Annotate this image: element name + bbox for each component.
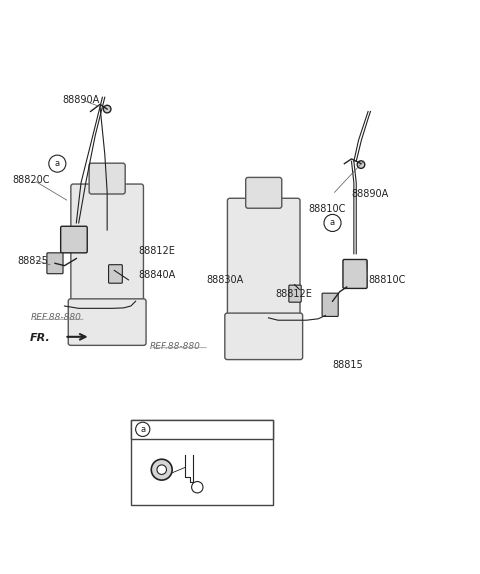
- Text: 88812E: 88812E: [276, 289, 312, 299]
- FancyBboxPatch shape: [47, 253, 63, 274]
- Circle shape: [192, 482, 203, 493]
- FancyBboxPatch shape: [60, 226, 87, 253]
- FancyBboxPatch shape: [89, 163, 125, 194]
- FancyBboxPatch shape: [322, 293, 338, 316]
- FancyBboxPatch shape: [289, 285, 301, 302]
- Text: 88810C: 88810C: [368, 275, 406, 285]
- FancyBboxPatch shape: [71, 184, 144, 304]
- Circle shape: [357, 161, 365, 168]
- Text: FR.: FR.: [29, 333, 50, 343]
- Text: a: a: [330, 219, 335, 227]
- Text: 88820C: 88820C: [12, 175, 50, 185]
- Text: 88815: 88815: [333, 360, 363, 370]
- Text: 88830A: 88830A: [207, 275, 244, 285]
- Circle shape: [103, 105, 111, 113]
- Text: a: a: [55, 159, 60, 168]
- FancyBboxPatch shape: [246, 177, 282, 208]
- Text: 88825: 88825: [17, 256, 48, 266]
- Text: REF.88-880: REF.88-880: [31, 313, 82, 323]
- Circle shape: [49, 155, 66, 172]
- Text: 88890A: 88890A: [62, 95, 99, 104]
- Circle shape: [136, 422, 150, 436]
- Text: 88810C: 88810C: [309, 204, 346, 214]
- FancyBboxPatch shape: [228, 198, 300, 318]
- Bar: [131, 420, 273, 439]
- FancyBboxPatch shape: [225, 313, 302, 359]
- FancyBboxPatch shape: [68, 299, 146, 346]
- Text: 88812E: 88812E: [138, 246, 175, 257]
- Text: 88840A: 88840A: [138, 270, 175, 280]
- Text: a: a: [140, 425, 145, 434]
- FancyBboxPatch shape: [343, 259, 367, 288]
- FancyBboxPatch shape: [108, 265, 122, 283]
- Text: 88877: 88877: [202, 470, 233, 479]
- Circle shape: [151, 459, 172, 480]
- Text: 88890A: 88890A: [351, 189, 389, 200]
- Text: 88878: 88878: [162, 445, 192, 456]
- Bar: [131, 420, 273, 505]
- Circle shape: [324, 215, 341, 231]
- Text: REF.88-880: REF.88-880: [150, 342, 201, 351]
- Circle shape: [157, 465, 167, 474]
